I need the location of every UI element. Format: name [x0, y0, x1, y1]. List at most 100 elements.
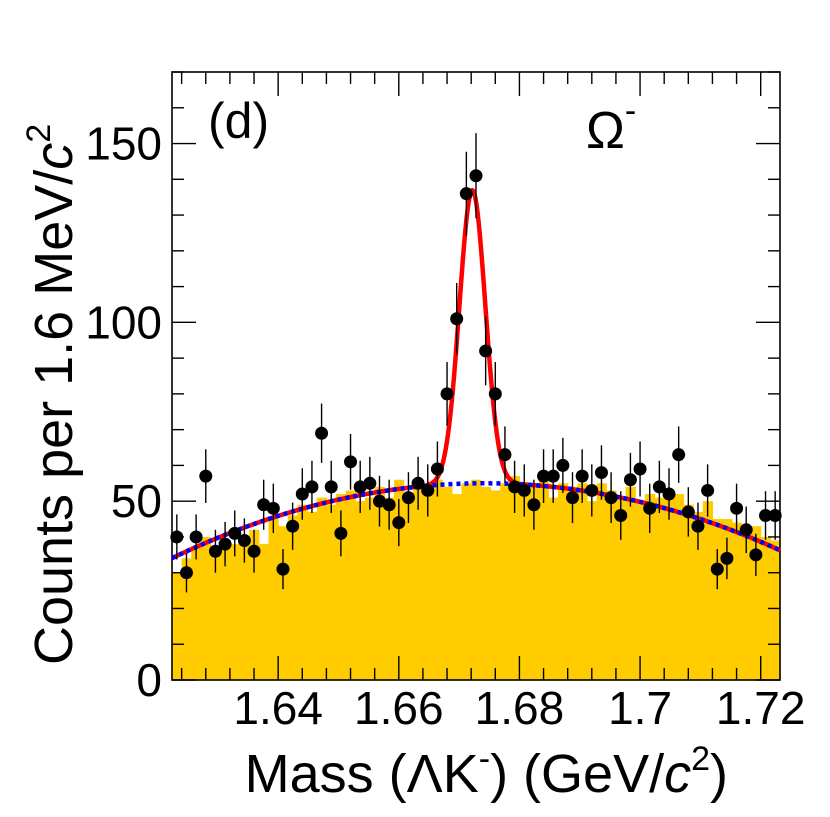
data-marker	[459, 187, 473, 201]
histogram-bar	[712, 519, 723, 680]
y-tick-label: 0	[136, 654, 162, 706]
data-marker	[295, 487, 309, 501]
data-marker	[730, 501, 744, 515]
data-marker	[324, 480, 338, 494]
histogram-bar	[297, 504, 308, 680]
data-point	[344, 433, 358, 490]
data-marker	[344, 455, 358, 469]
data-point	[179, 553, 193, 593]
data-point	[401, 472, 415, 523]
data-point	[411, 456, 425, 510]
data-point	[430, 441, 444, 497]
histogram-bar	[615, 497, 627, 680]
data-point	[517, 464, 531, 517]
data-point	[218, 521, 232, 567]
data-marker	[411, 476, 425, 490]
histogram-bar	[606, 490, 617, 680]
data-marker	[179, 566, 193, 580]
data-marker	[691, 519, 705, 533]
data-point	[710, 549, 724, 590]
histogram-bar	[326, 504, 337, 680]
histogram-bar	[722, 519, 733, 680]
data-point	[382, 479, 396, 530]
histogram-bar	[635, 501, 646, 680]
data-point	[681, 487, 695, 537]
data-point	[537, 449, 551, 503]
data-point	[479, 316, 493, 386]
data-point	[421, 464, 435, 517]
data-marker	[537, 469, 551, 483]
data-point	[643, 483, 657, 534]
histogram-bar	[577, 483, 588, 680]
data-point	[305, 460, 319, 513]
histogram-bar	[172, 572, 183, 680]
data-point	[768, 491, 782, 540]
data-marker	[594, 466, 608, 480]
data-marker	[546, 469, 560, 483]
data-marker	[643, 501, 657, 515]
histogram-bar	[384, 497, 395, 680]
data-marker	[768, 508, 782, 522]
data-marker	[208, 544, 222, 558]
data-marker	[566, 491, 580, 505]
data-point	[691, 502, 705, 550]
histogram-bar	[365, 497, 376, 680]
data-point	[739, 506, 753, 554]
data-point	[228, 510, 242, 557]
data-marker	[575, 469, 589, 483]
histogram-bar	[268, 519, 279, 680]
histogram-bar	[355, 501, 366, 680]
data-marker	[681, 505, 695, 519]
data-point	[440, 362, 454, 426]
y-axis-title: Counts per 1.6 MeV/c2	[20, 124, 84, 665]
background-histogram	[172, 476, 781, 680]
histogram-bar	[451, 494, 463, 680]
data-marker	[633, 462, 647, 476]
histogram-bar	[200, 536, 212, 680]
data-point	[208, 529, 222, 573]
plot-frame	[171, 71, 781, 681]
data-marker	[218, 537, 232, 551]
histogram-bar	[548, 497, 559, 680]
data-point	[633, 441, 647, 497]
histogram-bar	[529, 483, 540, 680]
data-marker	[749, 548, 763, 562]
data-point	[527, 479, 541, 530]
histogram-bar	[432, 479, 443, 680]
data-point	[295, 468, 309, 520]
data-marker	[672, 448, 686, 462]
data-point	[546, 449, 560, 503]
data-marker	[652, 480, 666, 494]
data-marker	[247, 544, 261, 558]
data-marker	[237, 534, 251, 548]
data-point	[488, 362, 502, 426]
data-marker	[450, 312, 464, 326]
data-point	[594, 445, 608, 500]
data-marker	[488, 387, 502, 401]
data-point	[623, 452, 637, 507]
data-marker	[623, 473, 637, 487]
data-marker	[498, 448, 512, 462]
histogram-bar	[664, 494, 675, 680]
data-marker	[266, 501, 280, 515]
plot-border	[171, 71, 781, 681]
data-marker	[517, 483, 531, 497]
x-tick-label: 1.64	[233, 682, 323, 734]
histogram-bar	[239, 536, 250, 680]
data-marker	[430, 462, 444, 476]
data-marker	[720, 551, 734, 565]
data-marker	[469, 169, 483, 183]
data-marker	[189, 530, 203, 544]
histogram-bar	[210, 554, 221, 680]
data-point	[189, 514, 203, 560]
data-marker	[604, 491, 618, 505]
histogram-bar	[374, 486, 385, 680]
histogram-bar	[770, 540, 781, 680]
histogram-bar	[220, 544, 231, 680]
particle-symbol: Ω	[586, 102, 625, 160]
histogram-bar	[644, 494, 656, 680]
data-point	[604, 472, 618, 523]
data-point	[315, 403, 329, 463]
histogram-bar	[731, 522, 742, 680]
data-point	[363, 456, 377, 510]
